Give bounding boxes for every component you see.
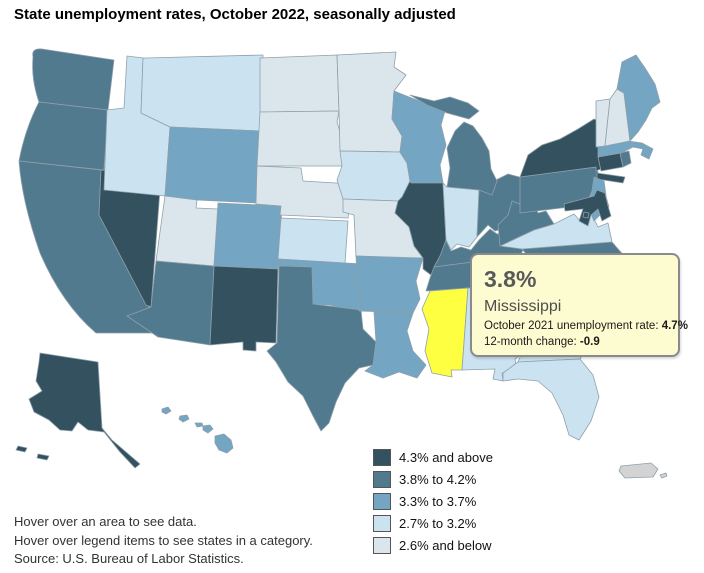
tooltip-rate: 3.8% xyxy=(484,266,537,292)
legend-swatch[interactable] xyxy=(373,536,391,554)
state-louisiana[interactable] xyxy=(364,311,427,379)
tooltip-previous-rate-value: 4.7% xyxy=(661,320,688,332)
state-arkansas[interactable] xyxy=(355,255,424,314)
legend-label: 2.7% to 3.2% xyxy=(399,515,477,531)
state-maryland[interactable] xyxy=(563,189,612,227)
state-montana[interactable] xyxy=(140,54,264,132)
legend-item[interactable]: 3.3% to 3.7% xyxy=(373,490,493,512)
state-hawaii-molokai[interactable] xyxy=(194,422,204,428)
state-nebraska[interactable] xyxy=(255,165,353,219)
tooltip-previous-rate-label: October 2021 unemployment rate: xyxy=(484,320,662,332)
state-district-of-columbia[interactable] xyxy=(582,211,590,219)
state-colorado[interactable] xyxy=(213,202,283,270)
state-new-mexico[interactable] xyxy=(209,265,279,352)
state-alaska-aleutians[interactable] xyxy=(15,445,28,453)
state-michigan-upper-peninsula[interactable] xyxy=(409,94,480,120)
tooltip-previous-rate: October 2021 unemployment rate: 4.7% xyxy=(484,320,688,332)
legend-item[interactable]: 2.6% and below xyxy=(373,534,493,556)
state-north-dakota[interactable] xyxy=(259,54,340,113)
state-new-york-long-island[interactable] xyxy=(596,172,626,184)
state-hawaii-maui[interactable] xyxy=(202,424,214,434)
state-rhode-island[interactable] xyxy=(619,150,632,168)
legend-label: 4.3% and above xyxy=(399,449,493,465)
state-utah[interactable] xyxy=(155,195,219,267)
territory-puerto-rico-islet[interactable] xyxy=(659,472,668,479)
map-legend: 4.3% and above 3.8% to 4.2% 3.3% to 3.7%… xyxy=(373,446,493,556)
state-oregon[interactable] xyxy=(18,101,109,171)
state-florida[interactable] xyxy=(502,358,600,441)
state-tooltip: 3.8% Mississippi October 2021 unemployme… xyxy=(470,253,688,357)
tooltip-change-value: -0.9 xyxy=(579,336,600,348)
legend-swatch[interactable] xyxy=(373,448,391,466)
state-hawaii-kauai[interactable] xyxy=(161,406,172,415)
state-south-dakota[interactable] xyxy=(256,110,344,167)
territory-puerto-rico[interactable] xyxy=(618,462,659,479)
state-washington[interactable] xyxy=(32,48,115,111)
legend-swatch[interactable] xyxy=(373,492,391,510)
state-iowa[interactable] xyxy=(336,150,411,202)
legend-label: 3.8% to 4.2% xyxy=(399,471,477,487)
state-alaska-aleutians[interactable] xyxy=(36,453,50,461)
page-title: State unemployment rates, October 2022, … xyxy=(14,6,456,23)
state-michigan[interactable] xyxy=(446,121,498,196)
legend-item[interactable]: 4.3% and above xyxy=(373,446,493,468)
legend-swatch[interactable] xyxy=(373,470,391,488)
state-hawaii-big-island[interactable] xyxy=(214,433,234,454)
state-alaska[interactable] xyxy=(28,352,141,469)
tooltip-state-name: Mississippi xyxy=(484,298,562,315)
state-mississippi[interactable] xyxy=(421,287,469,378)
state-california[interactable] xyxy=(18,160,155,334)
legend-label: 2.6% and below xyxy=(399,537,492,553)
legend-item[interactable]: 3.8% to 4.2% xyxy=(373,468,493,490)
state-indiana[interactable] xyxy=(442,182,480,251)
footnote-hover-area: Hover over an area to see data. xyxy=(14,514,197,529)
state-maine[interactable] xyxy=(616,54,661,142)
footnotes: Hover over an area to see data. Hover ov… xyxy=(14,513,313,569)
tooltip-change-label: 12-month change: xyxy=(484,336,580,348)
legend-item[interactable]: 2.7% to 3.2% xyxy=(373,512,493,534)
state-kansas[interactable] xyxy=(277,217,349,264)
legend-label: 3.3% to 3.7% xyxy=(399,493,477,509)
state-massachusetts[interactable] xyxy=(597,140,654,160)
legend-swatch[interactable] xyxy=(373,514,391,532)
footnote-hover-legend: Hover over legend items to see states in… xyxy=(14,532,313,548)
footnote-source: Source: U.S. Bureau of Labor Statistics. xyxy=(14,551,244,566)
tooltip-change: 12-month change: -0.9 xyxy=(484,336,666,348)
state-wyoming[interactable] xyxy=(164,126,261,204)
state-hawaii-oahu[interactable] xyxy=(178,414,190,423)
